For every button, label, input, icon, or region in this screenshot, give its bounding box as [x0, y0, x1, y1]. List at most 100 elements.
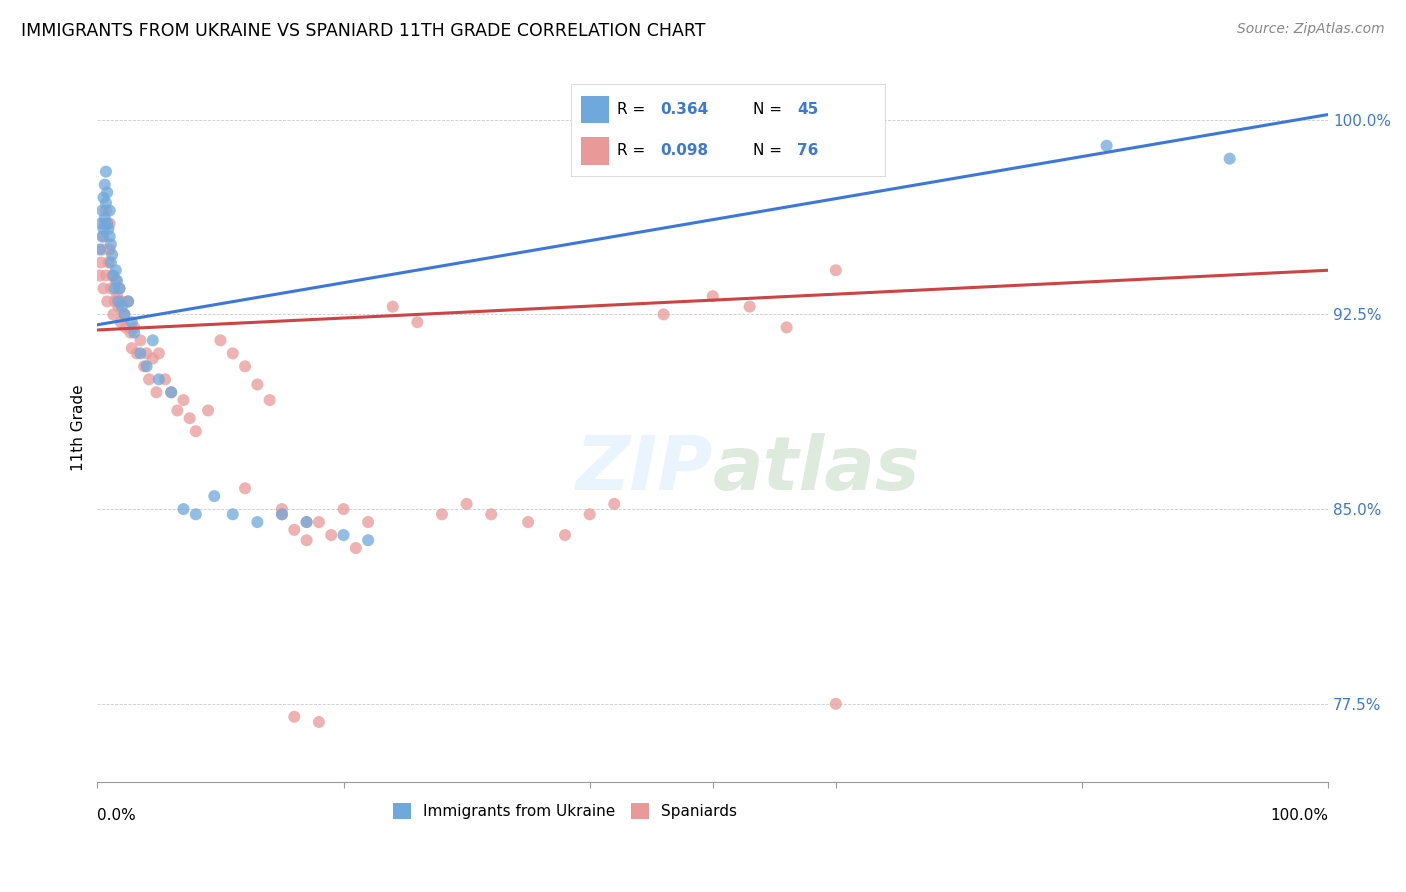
Point	[308, 714, 330, 729]
Point	[702, 289, 724, 303]
Point	[406, 315, 429, 329]
Point	[160, 385, 183, 400]
Point	[97, 221, 120, 235]
Point	[603, 497, 626, 511]
Point	[138, 372, 160, 386]
Point	[89, 268, 111, 283]
Point	[148, 346, 170, 360]
Point	[107, 300, 129, 314]
Point	[93, 211, 115, 226]
Point	[111, 294, 134, 309]
Point	[96, 217, 118, 231]
Point	[94, 164, 117, 178]
Point	[145, 385, 167, 400]
Point	[332, 528, 354, 542]
Point	[98, 217, 121, 231]
Point	[125, 346, 148, 360]
Point	[271, 508, 294, 522]
Point	[94, 195, 117, 210]
Point	[344, 541, 367, 555]
Point	[110, 315, 132, 329]
Point	[381, 300, 404, 314]
Point	[233, 359, 256, 374]
Point	[246, 377, 269, 392]
Point	[117, 294, 139, 309]
Point	[738, 300, 761, 314]
Point	[142, 351, 165, 366]
Point	[124, 326, 146, 340]
Point	[90, 217, 112, 231]
Point	[93, 178, 115, 192]
Text: atlas: atlas	[713, 434, 921, 507]
Point	[101, 268, 124, 283]
Point	[179, 411, 201, 425]
Point	[233, 481, 256, 495]
Point	[430, 508, 453, 522]
Point	[93, 221, 115, 235]
Point	[295, 533, 318, 548]
Point	[89, 243, 111, 257]
Text: ZIP: ZIP	[575, 434, 713, 507]
Point	[222, 508, 245, 522]
Point	[173, 502, 195, 516]
Point	[209, 334, 232, 348]
Point	[357, 515, 380, 529]
Point	[259, 393, 281, 408]
Point	[98, 203, 121, 218]
Point	[105, 289, 128, 303]
Point	[94, 268, 117, 283]
Point	[114, 320, 136, 334]
Point	[105, 274, 128, 288]
Point	[1219, 152, 1241, 166]
Point	[197, 403, 219, 417]
Point	[166, 403, 188, 417]
Point	[93, 281, 115, 295]
Point	[824, 697, 846, 711]
Point	[271, 502, 294, 516]
Text: 0.0%: 0.0%	[97, 807, 136, 822]
Point	[100, 255, 122, 269]
Point	[824, 263, 846, 277]
Point	[98, 243, 121, 257]
Point	[103, 294, 125, 309]
Point	[135, 359, 157, 374]
Point	[184, 508, 207, 522]
Point	[295, 515, 318, 529]
Text: Source: ZipAtlas.com: Source: ZipAtlas.com	[1237, 22, 1385, 37]
Point	[135, 346, 157, 360]
Point	[295, 515, 318, 529]
Point	[517, 515, 540, 529]
Point	[111, 300, 134, 314]
Point	[332, 502, 354, 516]
Point	[100, 237, 122, 252]
Point	[283, 710, 305, 724]
Point	[153, 372, 176, 386]
Point	[321, 528, 343, 542]
Point	[129, 334, 152, 348]
Point	[160, 385, 183, 400]
Point	[91, 243, 114, 257]
Point	[578, 508, 600, 522]
Point	[142, 334, 165, 348]
Point	[104, 274, 127, 288]
Point	[775, 320, 797, 334]
Point	[98, 229, 121, 244]
Point	[96, 186, 118, 200]
Point	[90, 255, 112, 269]
Point	[120, 326, 142, 340]
Point	[173, 393, 195, 408]
Text: 100.0%: 100.0%	[1270, 807, 1329, 822]
Point	[104, 263, 127, 277]
Legend: Immigrants from Ukraine, Spaniards: Immigrants from Ukraine, Spaniards	[387, 797, 744, 825]
Point	[108, 281, 131, 295]
Point	[91, 229, 114, 244]
Point	[103, 281, 125, 295]
Point	[1095, 138, 1118, 153]
Point	[93, 229, 115, 244]
Point	[108, 281, 131, 295]
Point	[117, 294, 139, 309]
Point	[148, 372, 170, 386]
Point	[93, 217, 115, 231]
Point	[202, 489, 225, 503]
Point	[652, 307, 675, 321]
